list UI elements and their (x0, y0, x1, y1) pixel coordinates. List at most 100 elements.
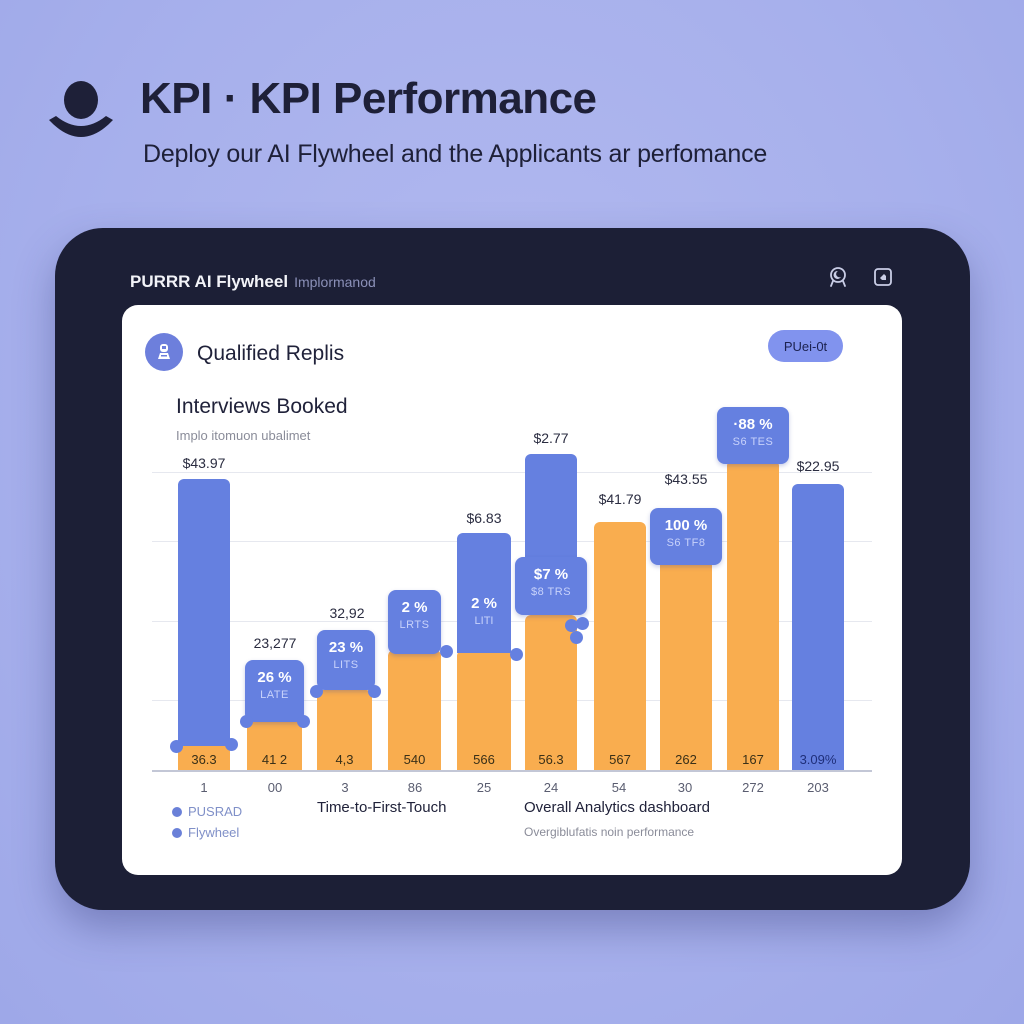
bar-top-label: 32,92 (329, 605, 365, 621)
hero-header: KPI · KPI Performance Deploy our AI Flyw… (0, 0, 1024, 200)
x-tick: 272 (742, 780, 764, 795)
badge-sub: S6 TF8 (666, 537, 706, 549)
gridline (152, 621, 872, 622)
bar-pusrad-203[interactable]: 3.09% (792, 484, 844, 770)
gridline (152, 700, 872, 701)
data-point (225, 738, 238, 751)
bar-pusrad-24[interactable] (525, 454, 577, 564)
bar-value: 566 (473, 752, 495, 767)
badge-sub: $8 TRS (530, 586, 572, 598)
x-tick: 24 (543, 780, 559, 795)
badge-sub: LRTS (399, 619, 430, 631)
x-axis (152, 770, 872, 772)
data-point (570, 631, 583, 644)
badge-pct: ·88 % (733, 416, 773, 433)
badge-pct: 23 % (328, 639, 364, 656)
page-subtitle: Deploy our AI Flywheel and the Applicant… (143, 140, 768, 168)
card-title: Qualified Replis (197, 342, 345, 365)
bar-badge: 2 % LRTS (388, 590, 441, 654)
legend-dot-icon (172, 806, 182, 817)
badge-pct: 2 % (471, 595, 497, 612)
bar-value: 41 2 (261, 752, 288, 767)
x-tick: 54 (611, 780, 627, 795)
dashboard-sublabel: Overgiblufatis noin performance (524, 825, 695, 839)
x-tick: 203 (807, 780, 829, 795)
data-point (297, 715, 310, 728)
legend-label: PUSRAD (188, 804, 243, 819)
data-point (510, 648, 523, 661)
card-avatar (145, 333, 183, 371)
bar-badge: $7 % $8 TRS (515, 557, 587, 615)
bar-value: 540 (403, 752, 426, 767)
gridline (152, 472, 872, 473)
bar-top-label: $2.77 (533, 430, 569, 446)
page-title: KPI · KPI Performance (140, 74, 597, 123)
alarm-clock-icon (830, 267, 846, 287)
bar-top-label: $41.79 (598, 491, 642, 507)
app-title-text: PURRR AI Flywheel (130, 272, 289, 291)
bar-flywheel-3[interactable]: 4,3 (317, 690, 372, 770)
bar-value: 167 (742, 752, 764, 767)
legend-dot-icon (172, 827, 182, 838)
legend-label: Flywheel (188, 825, 240, 840)
dashboard-label[interactable]: Overall Analytics dashboard (524, 799, 710, 816)
bar-top-label: 23,277 (253, 635, 297, 651)
x-tick: 30 (677, 780, 693, 795)
badge-sub: LITI (474, 615, 494, 627)
x-tick: 25 (476, 780, 492, 795)
legend-item-flywheel[interactable]: Flywheel (172, 825, 239, 840)
alarm-clock-button[interactable] (827, 266, 849, 288)
robot-icon (158, 344, 170, 359)
bar-top-label: $43.55 (664, 471, 708, 487)
bar-pusrad-25[interactable]: 2 % LITI (457, 533, 511, 653)
bar-flywheel-272[interactable]: 167 (727, 460, 779, 770)
legend-item-pusrad[interactable]: PUSRAD (172, 804, 242, 819)
x-axis-title: Time-to-First-Touch (317, 799, 447, 816)
bar-flywheel-00[interactable]: 41 2 (247, 720, 302, 770)
badge-sub: LITS (333, 659, 359, 671)
badge-sub: LATE (260, 689, 289, 701)
badge-pct: 2 % (401, 599, 428, 616)
badge-sub: S6 TES (732, 436, 774, 448)
bar-badge: 23 % LITS (317, 630, 375, 690)
bar-top-label: $43.97 (182, 455, 226, 471)
bar-flywheel-54[interactable]: 567 (594, 522, 646, 770)
data-point (565, 619, 578, 632)
bar-badge: ·88 % S6 TES (717, 407, 789, 464)
data-point (310, 685, 323, 698)
bar-value: 262 (675, 752, 697, 767)
bar-flywheel-86[interactable]: 540 (388, 650, 441, 770)
bar-flywheel-25[interactable]: 566 (457, 650, 511, 770)
chart-title: Interviews Booked (176, 395, 348, 418)
app-title: PURRR AI Flywheel Implormanod (130, 272, 376, 292)
bar-flywheel-1[interactable]: 36.3 (178, 746, 230, 770)
bar-chart: 36.3 $43.97 41 2 26 % LATE 23,277 4,3 23… (152, 407, 872, 775)
app-subtitle: Implormanod (294, 274, 376, 290)
data-point (440, 645, 453, 658)
badge-pct: 100 % (664, 517, 708, 534)
chart-card: Qualified Replis PUei-0t Interviews Book… (122, 305, 902, 875)
bar-badge: 26 % LATE (245, 660, 304, 722)
data-point (576, 617, 589, 630)
chart-subtitle: Implo itomuon ubalimet (176, 428, 311, 443)
bar-flywheel-24[interactable]: 56.3 (525, 615, 577, 770)
x-tick: 86 (407, 780, 423, 795)
window-button[interactable] (872, 266, 894, 288)
bar-value: 36.3 (191, 752, 217, 767)
x-tick: 1 (200, 780, 208, 795)
window-icon (874, 268, 892, 286)
data-point (240, 715, 253, 728)
bar-top-label: $22.95 (796, 458, 840, 474)
x-tick: 3 (341, 780, 349, 795)
x-tick: 00 (267, 780, 283, 795)
period-pill-button[interactable]: PUei-0t (768, 330, 843, 362)
data-point (170, 740, 183, 753)
bar-top-label: $6.83 (466, 510, 502, 526)
badge-pct: 26 % (257, 669, 292, 686)
bar-flywheel-30[interactable]: 262 (660, 560, 712, 770)
gridline (152, 541, 872, 542)
data-point (368, 685, 381, 698)
bar-value: 56.3 (538, 752, 564, 767)
bar-value: 3.09% (799, 752, 837, 767)
bar-pusrad-1[interactable] (178, 479, 230, 749)
